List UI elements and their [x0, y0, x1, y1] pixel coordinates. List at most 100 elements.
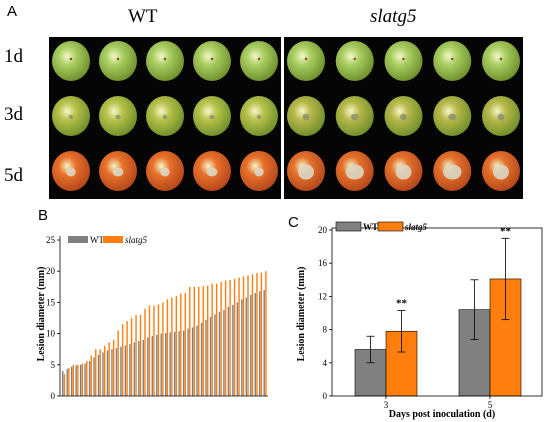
y-tick-label-c-20: 20 [318, 225, 328, 235]
bar-b-mutant-27 [180, 293, 182, 396]
bar-b-wt-9 [97, 354, 100, 396]
wt-inoculation-point-5 [257, 57, 261, 61]
bar-b-wt-38 [227, 306, 230, 396]
mutant-fruit-1d-2 [335, 41, 374, 81]
mutant-fruit-1d-5 [482, 41, 520, 81]
bar-b-wt-12 [111, 349, 113, 396]
bar-b-mutant-4 [77, 364, 79, 396]
bar-b-mutant-30 [193, 286, 195, 396]
bar-b-wt-28 [182, 330, 185, 396]
bar-b-mutant-3 [72, 364, 75, 396]
bar-b-mutant-33 [207, 285, 209, 396]
y-tick-label-b-0: 0 [51, 391, 56, 401]
bar-b-mutant-8 [95, 349, 97, 396]
plot-frame-c [331, 227, 543, 397]
bar-b-mutant-14 [121, 324, 124, 396]
bar-b-wt-2 [66, 369, 68, 396]
bar-b-mutant-29 [189, 286, 191, 396]
bar-b-wt-21 [151, 336, 153, 396]
bar-b-wt-10 [102, 352, 104, 396]
bar-b-wt-13 [115, 347, 118, 396]
y-tick-label-b-5: 5 [51, 360, 56, 370]
mutant-lesion-5d-3 [395, 164, 412, 180]
bar-b-mutant-36 [220, 281, 222, 396]
mutant-inoculation-point-2 [353, 57, 356, 61]
mutant-fruit-1d-1 [287, 41, 325, 81]
legend-label-mutant-b: slatg5 [125, 235, 148, 245]
mutant-lesion-5d-4 [443, 164, 462, 180]
bar-b-wt-20 [147, 337, 149, 396]
bar-b-mutant-38 [229, 279, 231, 396]
bar-b-wt-17 [133, 342, 136, 396]
bar-b-wt-11 [106, 350, 109, 396]
legend-label-mutant-c: slatg5 [404, 222, 428, 232]
y-tick-label-c-4: 4 [323, 358, 328, 368]
bar-b-wt-8 [93, 357, 95, 396]
bar-b-mutant-11 [108, 342, 110, 396]
y-tick-label-c-0: 0 [323, 391, 328, 401]
bar-b-wt-29 [187, 328, 189, 396]
mutant-inoculation-point-1 [304, 57, 308, 61]
bar-b-mutant-19 [144, 308, 146, 396]
bar-b-mutant-23 [162, 302, 164, 396]
bar-b-wt-44 [254, 293, 256, 396]
bar-b-wt-30 [191, 327, 194, 396]
day-label-5d: 5d [4, 165, 23, 186]
mutant-inoculation-point-5 [499, 57, 503, 61]
mutant-fruit-photo-svg [287, 41, 520, 191]
bar-b-wt-41 [241, 299, 243, 396]
legend-label-wt-c: WT [363, 222, 378, 232]
bar-b-mutant-20 [148, 305, 151, 396]
bar-b-mutant-41 [242, 276, 245, 396]
bar-b-wt-33 [205, 319, 207, 396]
bar-b-mutant-5 [81, 363, 84, 396]
bar-b-mutant-32 [202, 286, 204, 396]
bar-b-mutant-42 [247, 275, 249, 396]
wt-fruit-photo [49, 37, 281, 199]
bar-b-wt-22 [156, 334, 158, 396]
y-tick-label-b-20: 20 [46, 266, 56, 276]
wt-fruit-photo-svg [52, 41, 278, 191]
bar-b-wt-46 [263, 289, 265, 396]
mutant-inoculation-point-3 [402, 57, 405, 61]
wt-lesion-3d-3 [162, 114, 168, 120]
bar-b-wt-14 [120, 346, 122, 396]
mutant-lesion-5d-5 [493, 164, 509, 180]
mutant-fruit-1d-3 [384, 41, 423, 81]
bar-b-mutant-22 [157, 304, 160, 396]
bar-b-mutant-7 [90, 355, 92, 396]
bar-b-wt-31 [196, 325, 198, 396]
wt-lesion-5d-4 [206, 167, 218, 177]
bar-b-mutant-25 [171, 297, 173, 396]
wt-lesion-3d-5 [256, 114, 262, 120]
panel-b-letter: B [38, 207, 49, 224]
wt-fruit-1d-1 [52, 41, 90, 81]
bar-b-mutant-18 [139, 314, 142, 396]
bar-b-mutant-28 [184, 293, 187, 396]
wt-lesion-3d-2 [115, 114, 121, 120]
wt-lesion-5d-1 [66, 167, 76, 177]
bar-b-mutant-10 [104, 346, 106, 396]
bar-b-wt-39 [232, 304, 234, 396]
x-tick-label-c-3: 3 [384, 400, 389, 410]
wt-inoculation-point-4 [210, 57, 214, 61]
bar-b-wt-32 [200, 322, 203, 396]
bars-b [62, 271, 267, 396]
panel-c-letter: C [288, 214, 299, 231]
bar-b-wt-26 [173, 331, 176, 396]
y-tick-label-b-25: 25 [46, 235, 56, 245]
bar-b-wt-40 [236, 302, 239, 396]
bar-b-mutant-44 [256, 273, 258, 396]
wt-fruit-1d-2 [99, 41, 137, 81]
y-tick-label-c-12: 12 [318, 291, 327, 301]
bar-b-mutant-31 [198, 286, 200, 396]
bar-b-wt-43 [250, 294, 252, 396]
legend-label-wt-b: WT [90, 235, 104, 245]
bar-b-wt-19 [142, 339, 145, 396]
bar-b-mutant-17 [135, 314, 137, 396]
bar-b-mutant-21 [153, 305, 155, 396]
significance-mark-day3: ** [396, 298, 408, 310]
wt-fruit-1d-5 [240, 41, 278, 81]
mutant-lesion-5d-1 [298, 164, 314, 180]
bar-b-wt-24 [165, 332, 167, 396]
